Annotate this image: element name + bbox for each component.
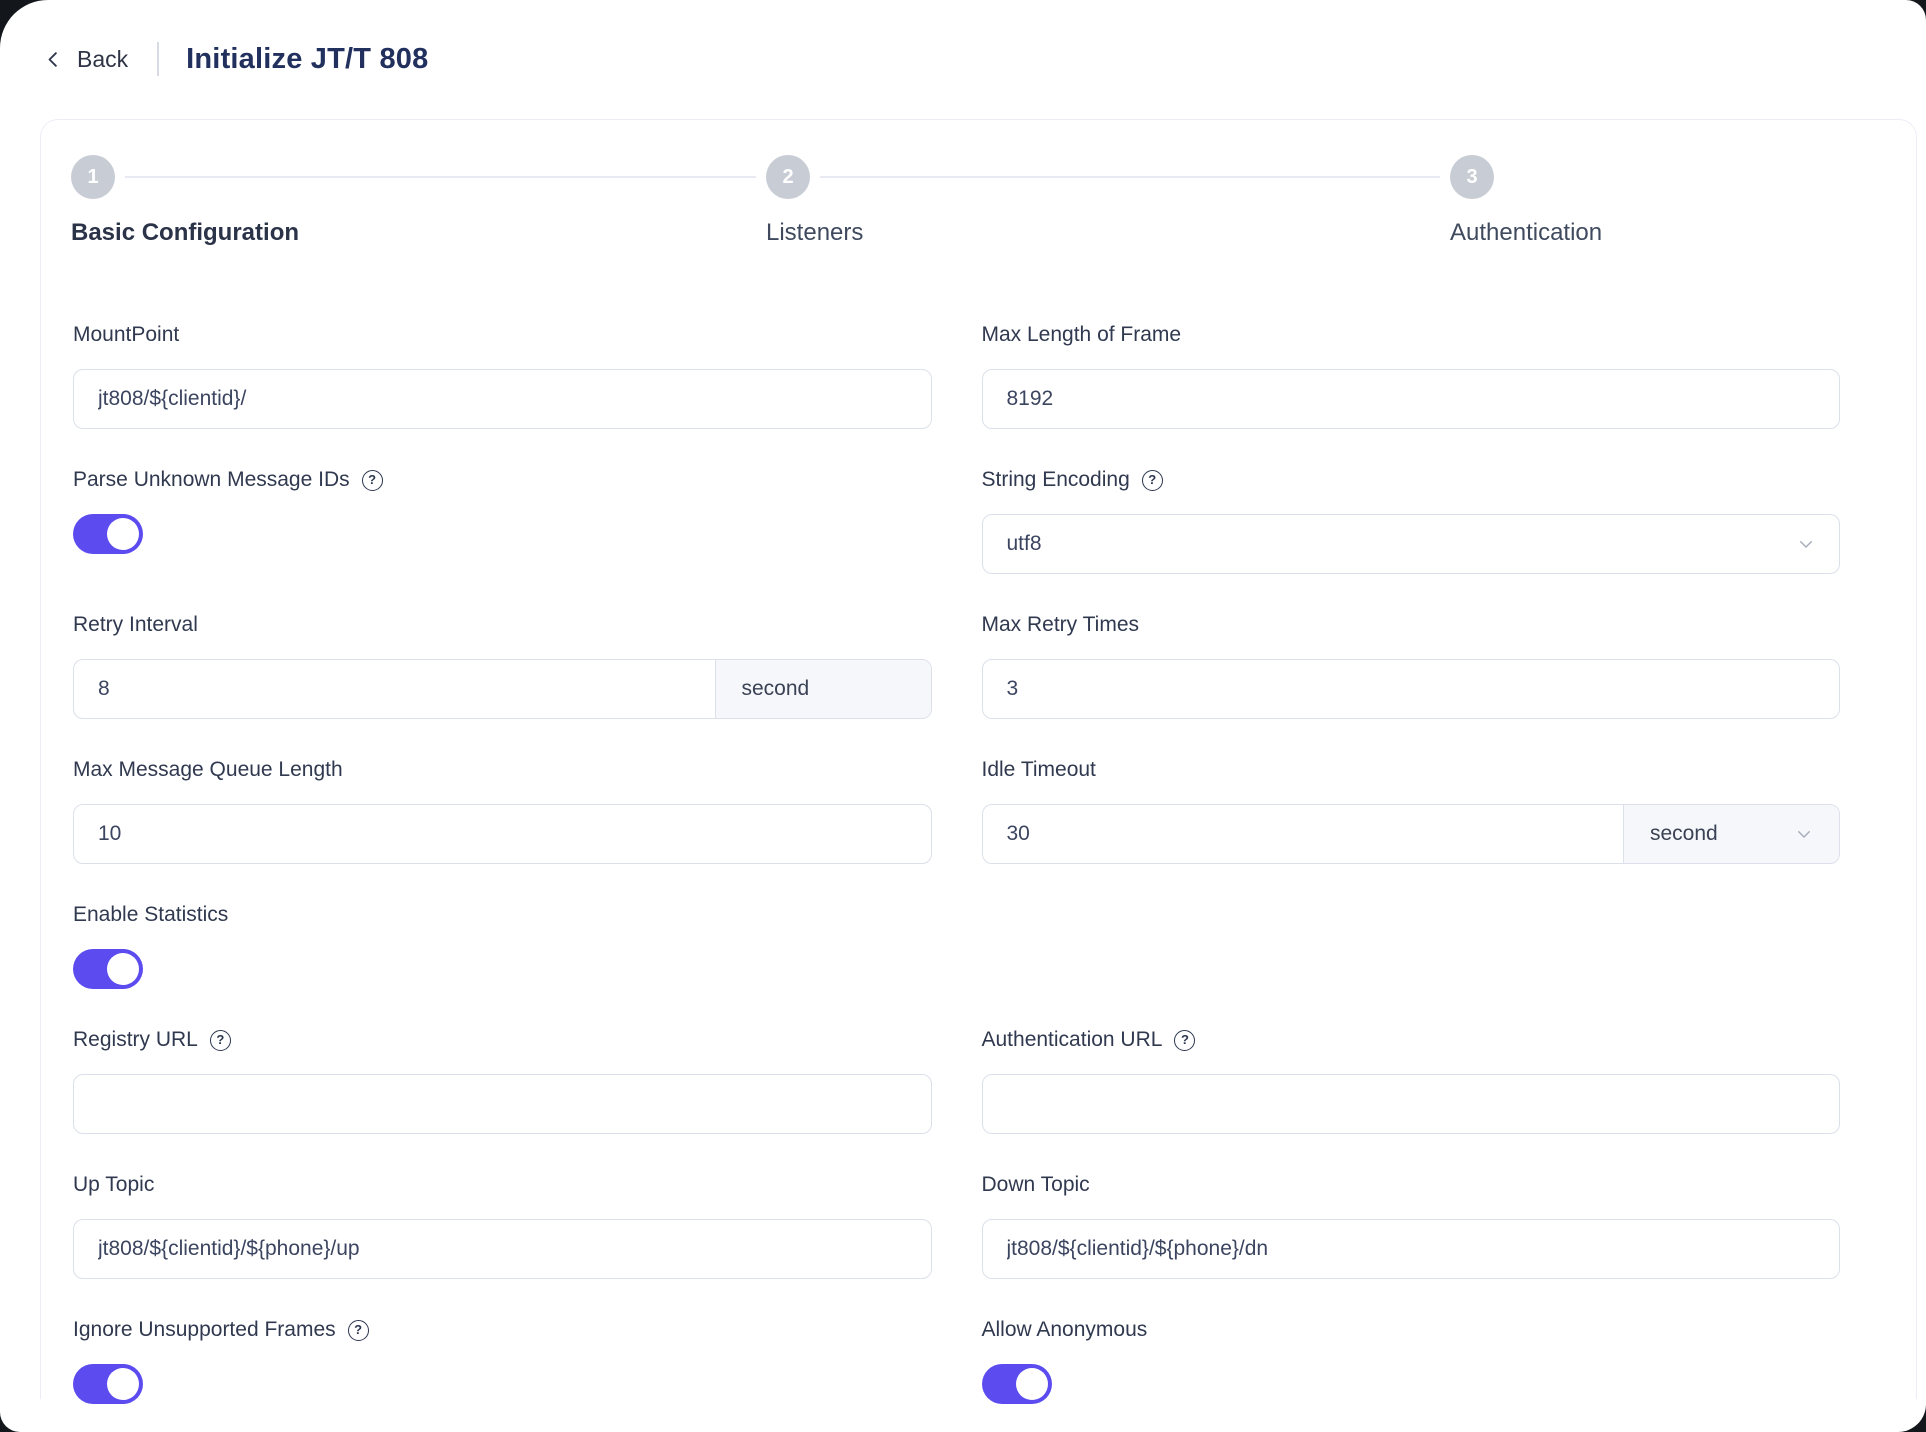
enable-statistics-toggle[interactable] xyxy=(73,949,143,989)
field-mountpoint: MountPoint xyxy=(73,322,932,429)
up-topic-input[interactable] xyxy=(73,1219,932,1279)
selected-value: second xyxy=(1650,822,1718,845)
down-topic-input[interactable] xyxy=(981,1219,1840,1279)
mountpoint-input[interactable] xyxy=(73,369,932,429)
config-card: 1 Basic Configuration 2 Listeners 3 Auth… xyxy=(40,119,1917,1404)
label-text: Ignore Unsupported Frames xyxy=(73,1318,336,1341)
step-authentication: 3 Authentication xyxy=(1450,155,1602,247)
field-max-retry-times: Max Retry Times xyxy=(981,612,1840,719)
help-icon[interactable]: ? xyxy=(347,1319,369,1341)
allow-anonymous-toggle[interactable] xyxy=(981,1364,1052,1404)
idle-timeout-group: second xyxy=(981,804,1840,864)
parse-unknown-message-ids-label: Parse Unknown Message IDs ? xyxy=(73,467,932,493)
step-number-badge: 2 xyxy=(766,155,810,199)
retry-interval-input[interactable] xyxy=(74,660,715,718)
retry-interval-group: second xyxy=(73,659,932,719)
chevron-down-icon xyxy=(1795,825,1813,843)
field-registry-url: Registry URL ? xyxy=(73,1027,932,1134)
max-length-of-frame-label: Max Length of Frame xyxy=(981,323,1182,346)
toggle-knob xyxy=(107,1368,139,1400)
authentication-url-label: Authentication URL ? xyxy=(982,1027,1841,1053)
label-text: Authentication URL xyxy=(981,1028,1163,1051)
help-icon[interactable]: ? xyxy=(361,469,383,491)
field-idle-timeout: Idle Timeout second xyxy=(981,757,1840,864)
label-text: Parse Unknown Message IDs xyxy=(73,468,350,491)
stepper: 1 Basic Configuration 2 Listeners 3 Auth… xyxy=(71,155,1840,247)
step-label: Listeners xyxy=(766,219,864,246)
field-up-topic: Up Topic xyxy=(73,1172,932,1279)
field-retry-interval: Retry Interval second xyxy=(73,612,932,719)
enable-statistics-label: Enable Statistics xyxy=(73,903,229,926)
string-encoding-label: String Encoding ? xyxy=(982,467,1841,493)
step-listeners: 2 Listeners xyxy=(766,155,863,247)
help-icon[interactable]: ? xyxy=(1174,1029,1196,1051)
idle-timeout-label: Idle Timeout xyxy=(981,758,1096,781)
step-connector xyxy=(125,176,756,178)
field-ignore-unsupported-frames: Ignore Unsupported Frames ? xyxy=(73,1317,932,1404)
help-icon[interactable]: ? xyxy=(1141,469,1163,491)
ignore-unsupported-frames-toggle[interactable] xyxy=(73,1364,143,1404)
ignore-unsupported-frames-label: Ignore Unsupported Frames ? xyxy=(73,1317,932,1343)
toggle-knob xyxy=(107,953,139,985)
max-length-of-frame-input[interactable] xyxy=(981,369,1840,429)
parse-unknown-message-ids-toggle[interactable] xyxy=(73,514,143,554)
step-connector xyxy=(820,176,1440,178)
field-parse-unknown-message-ids: Parse Unknown Message IDs ? xyxy=(73,467,932,554)
up-topic-label: Up Topic xyxy=(73,1173,155,1196)
registry-url-input[interactable] xyxy=(73,1074,932,1134)
step-basic-configuration: 1 Basic Configuration xyxy=(71,155,299,247)
retry-interval-label: Retry Interval xyxy=(73,613,198,636)
idle-timeout-unit-select[interactable]: second xyxy=(1623,805,1839,863)
basic-configuration-form: MountPoint Max Length of Frame Parse Unk… xyxy=(73,322,1840,1432)
retry-interval-unit: second xyxy=(714,660,931,718)
help-icon[interactable]: ? xyxy=(209,1029,231,1051)
field-authentication-url: Authentication URL ? xyxy=(981,1027,1841,1134)
label-text: String Encoding xyxy=(981,468,1130,491)
back-button[interactable]: Back xyxy=(44,46,128,73)
page-title: Initialize JT/T 808 xyxy=(186,42,429,75)
step-number-badge: 3 xyxy=(1450,155,1494,199)
field-down-topic: Down Topic xyxy=(981,1172,1840,1279)
field-string-encoding: String Encoding ? utf8 xyxy=(981,467,1841,574)
step-label: Basic Configuration xyxy=(71,219,300,246)
string-encoding-select[interactable]: utf8 xyxy=(981,514,1840,574)
down-topic-label: Down Topic xyxy=(981,1173,1090,1196)
field-enable-statistics: Enable Statistics xyxy=(73,902,932,989)
allow-anonymous-label: Allow Anonymous xyxy=(981,1318,1148,1341)
field-allow-anonymous: Allow Anonymous xyxy=(981,1317,1841,1404)
back-label: Back xyxy=(77,45,129,72)
step-label: Authentication xyxy=(1450,219,1603,246)
mountpoint-label: MountPoint xyxy=(73,323,180,346)
label-text: Registry URL xyxy=(73,1028,198,1051)
field-max-length-of-frame: Max Length of Frame xyxy=(981,322,1840,429)
max-retry-times-label: Max Retry Times xyxy=(981,613,1140,636)
idle-timeout-input[interactable] xyxy=(982,805,1623,863)
max-message-queue-length-input[interactable] xyxy=(73,804,932,864)
chevron-down-icon xyxy=(1797,535,1815,553)
selected-value: utf8 xyxy=(1006,532,1042,555)
max-message-queue-length-label: Max Message Queue Length xyxy=(73,758,343,781)
registry-url-label: Registry URL ? xyxy=(73,1027,932,1053)
header-divider xyxy=(157,42,160,76)
toggle-knob xyxy=(107,518,139,550)
authentication-url-input[interactable] xyxy=(981,1074,1840,1134)
page-header: Back Initialize JT/T 808 xyxy=(0,0,1926,80)
field-max-message-queue-length: Max Message Queue Length xyxy=(73,757,932,864)
step-number-badge: 1 xyxy=(71,155,115,199)
chevron-left-icon xyxy=(44,50,63,69)
toggle-knob xyxy=(1015,1368,1048,1400)
max-retry-times-input[interactable] xyxy=(981,659,1840,719)
